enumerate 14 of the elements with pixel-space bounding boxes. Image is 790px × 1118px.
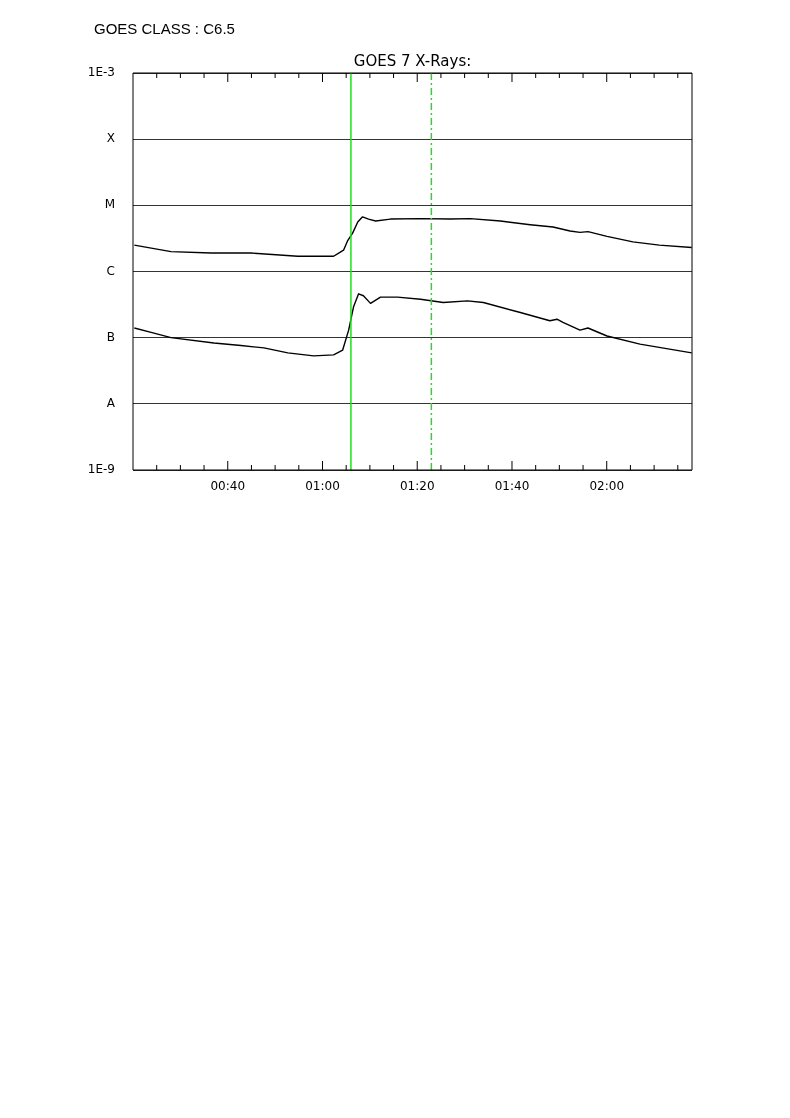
x-tick-label: 01:20 [399, 479, 435, 494]
x-tick-label: 00:40 [210, 479, 246, 494]
y-tick-label: C [106, 263, 115, 278]
chart-title: GOES 7 X-Rays: [353, 52, 472, 71]
x-tick-label: 02:00 [589, 479, 625, 494]
y-tick-label: 1E-3 [87, 65, 115, 80]
y-tick-label: X [106, 131, 115, 146]
y-tick-label: 1E-9 [87, 462, 115, 477]
y-tick-label: A [106, 395, 116, 410]
x-tick-label: 01:00 [305, 479, 340, 494]
text: GOES CLASS : C6.5 [94, 20, 235, 37]
y-tick-label: B [106, 329, 115, 344]
y-tick-label: M [104, 197, 115, 212]
x-tick-label: 01:40 [494, 479, 530, 494]
